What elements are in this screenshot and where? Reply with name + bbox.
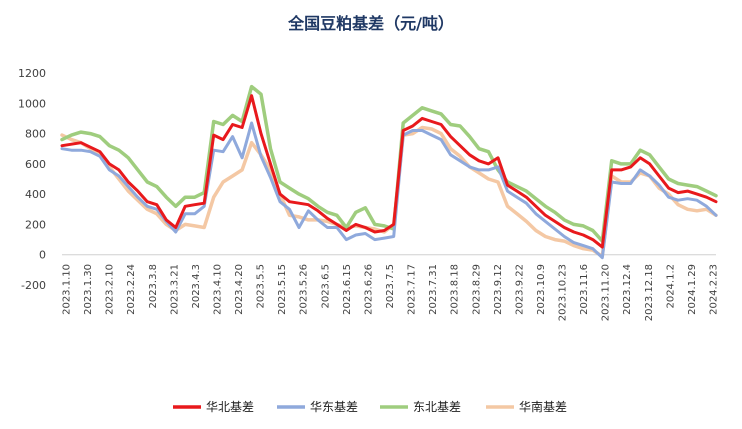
x-tick-label: 2023.10.9 [536,264,547,315]
x-tick-label: 2023.5.26 [299,264,310,315]
y-axis: -200 0 200 400 600 800 1000 1200 [18,67,46,292]
x-tick-label: 2024.1.29 [687,264,698,315]
x-tick-label: 2023.8.18 [450,264,461,315]
x-tick-label: 2023.9.12 [493,264,504,315]
legend-label: 华南基差 [519,399,567,414]
y-tick-label: 1000 [18,97,46,110]
x-tick-label: 2023.5.5 [256,264,267,309]
x-tick-label: 2023.8.29 [471,264,482,315]
x-tick-label: 2023.7.5 [385,264,396,309]
y-tick-label: 400 [25,188,46,201]
x-tick-label: 2023.6.5 [320,264,331,309]
legend-label: 东北基差 [413,400,461,414]
y-tick-label: 800 [25,128,46,141]
x-tick-label: 2023.4.20 [234,264,245,315]
legend: 华北基差 华东基差 东北基差 华南基差 [173,399,567,414]
x-tick-label: 2023.6.15 [342,264,353,315]
x-tick-label: 2023.3.8 [148,264,159,309]
y-tick-label: 0 [39,249,46,262]
x-axis: 2023.1.10 2023.1.30 2023.2.10 2023.2.24 2023… [62,254,720,321]
series-line-1 [60,94,718,249]
x-tick-label: 2023.4.10 [212,264,223,315]
y-tick-label: -200 [21,279,46,292]
x-tick-label: 2024.1.2 [665,264,676,309]
y-tick-label: 1200 [18,67,46,80]
x-tick-label: 2023.11.6 [579,264,590,315]
x-tick-label: 2023.10.23 [558,264,569,321]
x-tick-label: 2023.11.20 [601,264,612,321]
x-tick-label: 2023.5.15 [277,264,288,315]
chart-title: 全国豆粕基差（元/吨） [287,14,454,33]
x-tick-label: 2023.9.22 [514,264,525,315]
legend-label: 华东基差 [310,400,358,414]
x-tick-label: 2023.6.26 [363,264,374,315]
x-tick-label: 2024.2.23 [709,264,720,315]
y-tick-label: 600 [25,158,46,171]
x-tick-label: 2023.4.3 [191,264,202,309]
x-tick-label: 2023.7.17 [407,264,418,315]
x-tick-label: 2023.7.31 [428,264,439,315]
x-tick-label: 2023.1.30 [83,264,94,315]
x-tick-label: 2023.3.21 [169,264,180,315]
x-tick-label: 2023.12.18 [644,264,655,321]
legend-label: 华北基差 [206,400,254,414]
y-tick-label: 200 [25,218,46,231]
x-tick-label: 2023.2.10 [105,264,116,315]
x-tick-label: 2023.12.4 [622,264,633,315]
plot-area [60,84,718,260]
x-tick-label: 2023.2.24 [126,264,137,315]
x-tick-label: 2023.1.10 [62,264,73,315]
